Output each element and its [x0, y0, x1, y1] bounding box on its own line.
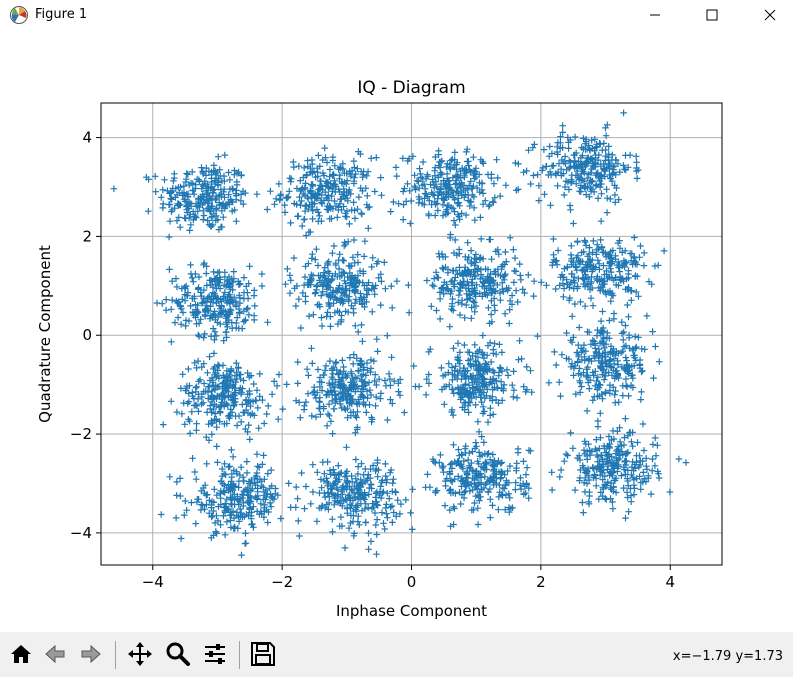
cluster-points — [405, 234, 545, 330]
y-tick-label: 4 — [82, 129, 92, 147]
cluster-points — [270, 335, 433, 437]
x-axis-label: Inphase Component — [336, 602, 487, 620]
y-tick-label: −2 — [70, 425, 92, 443]
navigation-toolbar: x=−1.79 y=1.73 — [0, 632, 793, 677]
cluster-points — [153, 259, 294, 346]
cluster-points — [543, 217, 668, 325]
cluster-points — [410, 332, 535, 426]
cluster-points — [390, 145, 522, 257]
chart-title: IQ - Diagram — [357, 78, 465, 98]
iq-scatter-chart[interactable]: −4 −2 0 2 4 −4 −2 0 2 4 IQ - Diagram Inphase Comp… — [0, 30, 793, 632]
cluster-points — [534, 310, 663, 428]
cluster-points — [397, 428, 555, 530]
cluster-points — [512, 109, 642, 216]
window-titlebar: Figure 1 — [0, 0, 793, 30]
home-button[interactable] — [6, 639, 36, 669]
figure-canvas[interactable]: −4 −2 0 2 4 −4 −2 0 2 4 IQ - Diagram Inphase Comp… — [0, 30, 793, 632]
forward-icon — [81, 644, 101, 664]
pan-button[interactable] — [125, 639, 155, 669]
configure-subplots-button[interactable] — [200, 639, 230, 669]
save-button[interactable] — [248, 639, 278, 669]
configure-icon — [205, 644, 225, 664]
x-tick-label: 4 — [665, 573, 675, 591]
maximize-icon — [706, 9, 718, 21]
back-icon — [45, 644, 65, 664]
x-tick-label: −2 — [271, 573, 293, 591]
save-icon — [251, 642, 275, 666]
cluster-points — [110, 151, 271, 273]
cluster-points — [267, 144, 394, 245]
home-icon — [11, 645, 31, 663]
move-icon — [128, 642, 152, 666]
axis-ticks: −4 −2 0 2 4 −4 −2 0 2 4 — [70, 129, 675, 591]
cluster-points — [287, 444, 416, 558]
cluster-points — [157, 443, 300, 559]
zoom-icon — [166, 642, 190, 666]
close-icon — [764, 9, 776, 21]
minimize-button[interactable] — [632, 0, 678, 30]
scatter-points — [110, 109, 690, 559]
window-title: Figure 1 — [35, 7, 88, 22]
minimize-icon — [650, 14, 660, 16]
forward-button[interactable] — [76, 639, 106, 669]
cluster-points — [548, 417, 690, 522]
maximize-button[interactable] — [689, 0, 735, 30]
y-tick-label: 2 — [82, 227, 92, 245]
toolbar-separator — [239, 641, 240, 669]
cluster-points — [264, 236, 401, 339]
x-tick-label: 2 — [536, 573, 546, 591]
matplotlib-logo-icon — [10, 6, 28, 24]
y-axis-label: Quadrature Component — [36, 245, 54, 423]
x-tick-label: 0 — [407, 573, 417, 591]
cluster-points — [159, 350, 290, 444]
x-tick-label: −4 — [142, 573, 164, 591]
y-tick-label: −4 — [70, 524, 92, 542]
toolbar-separator — [115, 641, 116, 669]
zoom-button[interactable] — [163, 639, 193, 669]
close-button[interactable] — [747, 0, 793, 30]
back-button[interactable] — [40, 639, 70, 669]
y-tick-label: 0 — [82, 326, 92, 344]
cursor-coordinates: x=−1.79 y=1.73 — [672, 649, 783, 664]
